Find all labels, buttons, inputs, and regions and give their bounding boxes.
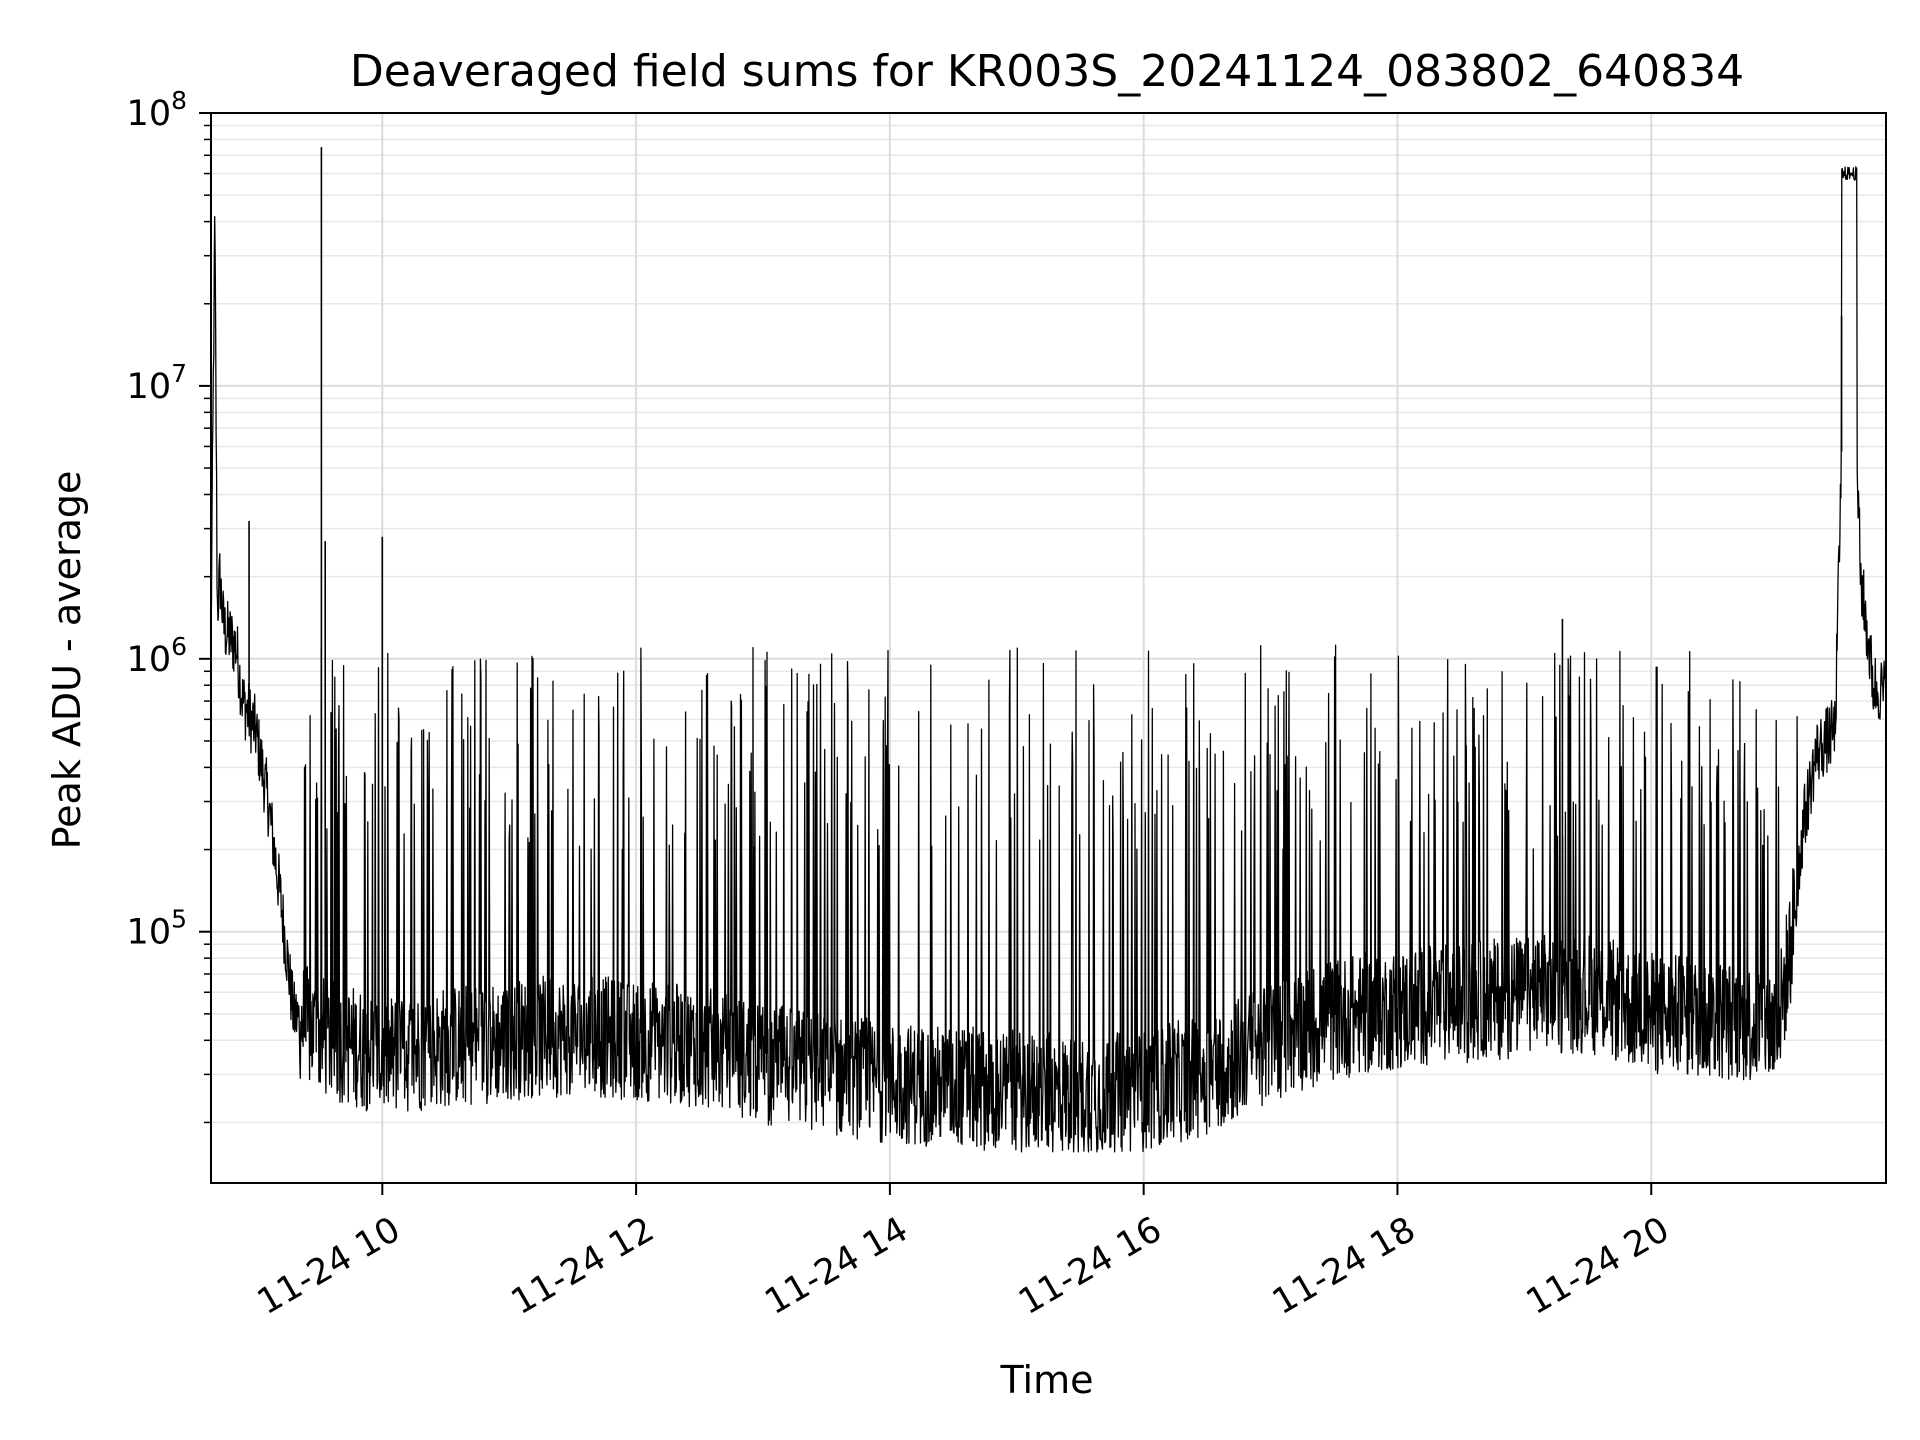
x-tick-label: 11-24 20 — [1520, 1210, 1676, 1323]
data-series — [210, 147, 1887, 1153]
y-tick-label: 105 — [127, 905, 187, 953]
x-axis-label: Time — [1000, 1358, 1094, 1402]
x-tick-label: 11-24 16 — [1012, 1210, 1168, 1323]
axes: 11-24 10 11-24 12 11-24 14 11-24 16 11-24 18… — [127, 86, 1887, 1323]
x-tick-label: 11-24 18 — [1266, 1210, 1422, 1323]
y-tick-label: 106 — [127, 632, 187, 680]
x-tick-label: 11-24 10 — [251, 1210, 407, 1323]
chart-title: Deaveraged field sums for KR003S_2024112… — [350, 46, 1744, 97]
series-line — [210, 166, 1887, 1153]
x-tick-label: 11-24 14 — [758, 1210, 914, 1323]
x-tick-label: 11-24 12 — [505, 1210, 661, 1323]
y-axis-label: Peak ADU - average — [45, 471, 89, 850]
y-tick-label: 107 — [127, 359, 187, 407]
plot-frame — [210, 112, 1887, 1184]
y-tick-label: 108 — [127, 86, 187, 134]
